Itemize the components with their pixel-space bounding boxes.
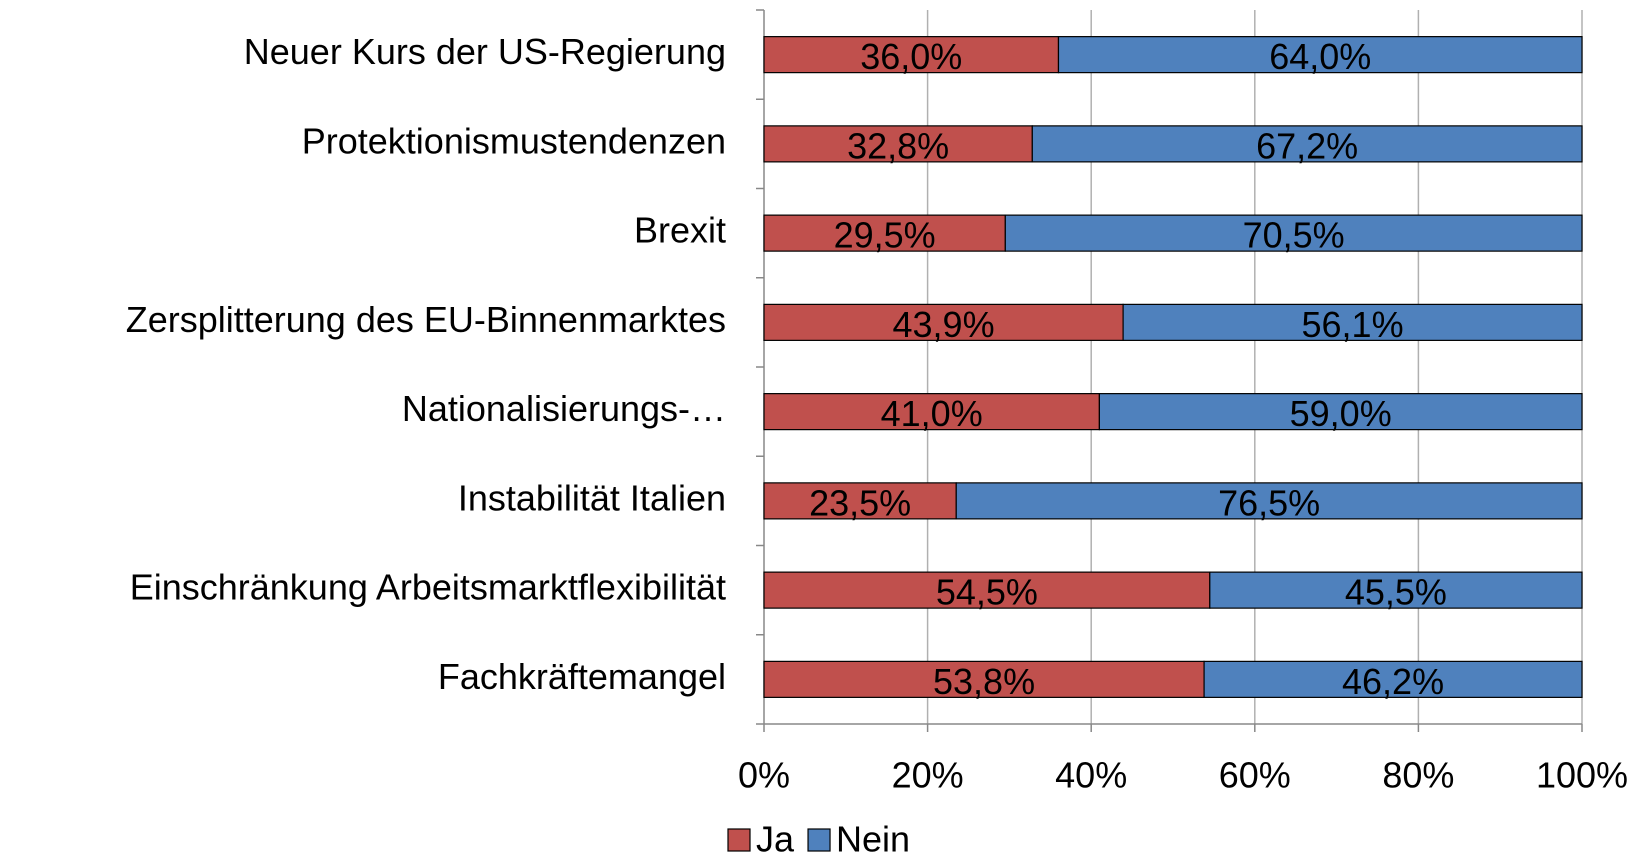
data-label: 46,2% xyxy=(1342,661,1444,702)
bar-segment xyxy=(763,125,1033,163)
legend-label: Ja xyxy=(756,819,795,859)
y-tick-label: Brexit xyxy=(634,210,726,251)
legend-label: Nein xyxy=(836,819,910,859)
bar-segment xyxy=(763,571,1211,609)
data-label: 54,5% xyxy=(936,572,1038,613)
x-tick-label: 20% xyxy=(892,755,964,796)
bar-segment xyxy=(1203,660,1583,698)
bar-segment xyxy=(1004,214,1583,252)
data-label: 32,8% xyxy=(847,125,949,166)
x-tick-label: 40% xyxy=(1055,755,1127,796)
data-label: 29,5% xyxy=(834,215,936,256)
bar-segment xyxy=(763,660,1205,698)
y-tick-label: Fachkräftemangel xyxy=(438,656,726,697)
y-tick-label: Neuer Kurs der US-Regierung xyxy=(244,31,726,72)
bar-segment xyxy=(763,36,1060,74)
data-label: 53,8% xyxy=(933,661,1035,702)
bar-segment xyxy=(1057,36,1583,74)
data-label: 23,5% xyxy=(809,482,911,523)
bar-segment xyxy=(1122,303,1583,341)
bar-segment xyxy=(955,482,1583,520)
bar-segment xyxy=(1098,393,1583,431)
bar-segment xyxy=(763,303,1124,341)
data-label: 45,5% xyxy=(1345,572,1447,613)
y-tick-label: Einschränkung Arbeitsmarktflexibilität xyxy=(130,567,726,608)
data-label: 59,0% xyxy=(1290,393,1392,434)
y-tick-label: Instabilität Italien xyxy=(458,477,726,518)
data-label: 64,0% xyxy=(1269,36,1371,77)
y-tick-label: Nationalisierungs-… xyxy=(402,388,726,429)
data-label: 36,0% xyxy=(860,36,962,77)
x-tick-label: 0% xyxy=(738,755,790,796)
legend-swatch xyxy=(807,828,831,852)
x-tick-label: 80% xyxy=(1382,755,1454,796)
data-label: 76,5% xyxy=(1218,482,1320,523)
bar-segment xyxy=(1209,571,1583,609)
y-tick-label: Protektionismustendenzen xyxy=(302,120,726,161)
data-label: 41,0% xyxy=(881,393,983,434)
x-tick-label: 100% xyxy=(1536,755,1628,796)
bar-segment xyxy=(763,214,1006,252)
data-label: 67,2% xyxy=(1256,125,1358,166)
data-label: 43,9% xyxy=(893,304,995,345)
data-label: 70,5% xyxy=(1243,215,1345,256)
bar-segment xyxy=(1031,125,1583,163)
x-tick-label: 60% xyxy=(1219,755,1291,796)
legend-swatch xyxy=(727,828,751,852)
data-label: 56,1% xyxy=(1302,304,1404,345)
y-tick-label: Zersplitterung des EU-Binnenmarktes xyxy=(126,299,726,340)
